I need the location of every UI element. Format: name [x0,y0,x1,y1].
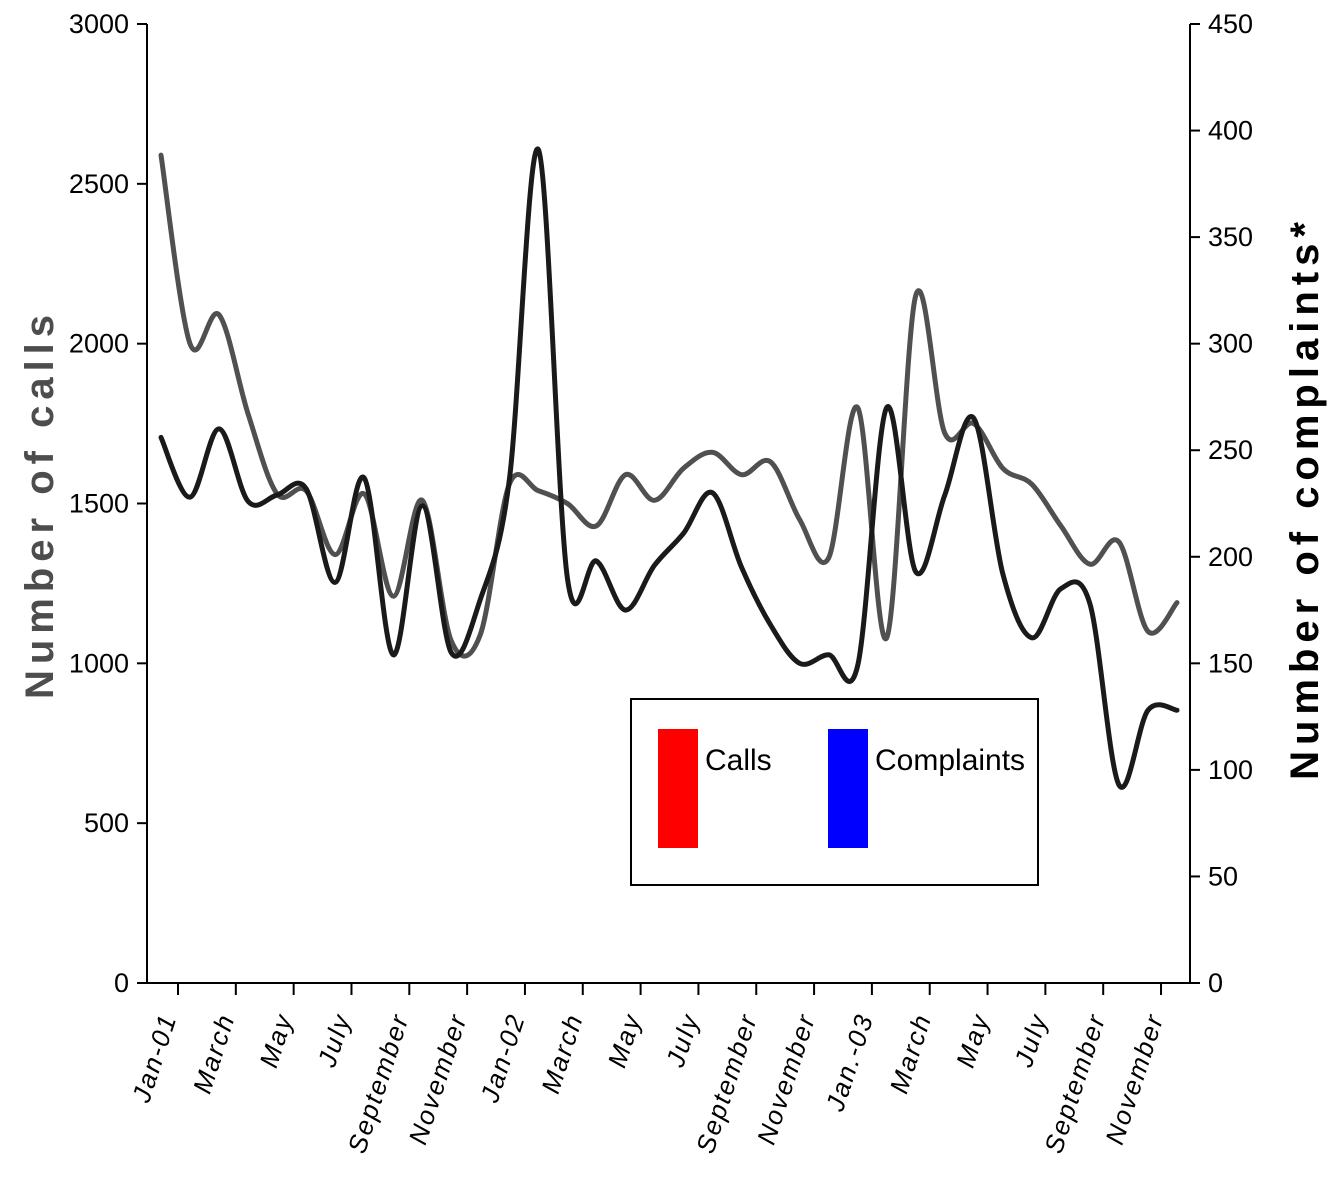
x-tick-label: March [187,1010,241,1097]
right-tick-label: 450 [1208,9,1253,39]
x-tick-label: Jan-01 [126,1010,183,1107]
left-tick-label: 0 [114,968,129,998]
x-tick-label: July [311,1010,357,1072]
right-axis-title: Number of complaints* [1283,216,1327,780]
legend-swatch-complaints [828,729,868,848]
left-tick-label: 3000 [69,9,129,39]
x-tick-label: November [1099,1010,1170,1149]
axes [137,23,1200,995]
x-tick-label: November [402,1010,473,1149]
x-tick-label: Jan-02 [474,1010,531,1107]
left-tick-label: 500 [84,808,129,838]
x-tick-label: May [253,1010,299,1072]
left-tick-label: 1000 [69,648,129,678]
left-tick-label: 2000 [69,329,129,359]
x-tick-label: March [535,1010,589,1097]
right-tick-label: 250 [1208,435,1253,465]
legend-label-complaints: Complaints [875,744,1025,777]
x-tick-label: Jan.-03 [819,1010,879,1116]
right-tick-label: 100 [1208,755,1253,785]
left-tick-label: 2500 [69,169,129,199]
legend: Calls Complaints [630,698,1039,886]
right-tick-label: 150 [1208,648,1253,678]
series-line-calls [158,152,1180,659]
x-tick-label: July [1008,1010,1054,1072]
x-tick-label: November [751,1010,822,1149]
legend-label-calls: Calls [705,744,772,777]
right-tick-label: 400 [1208,116,1253,146]
right-tick-label: 200 [1208,542,1253,572]
left-tick-label: 1500 [69,489,129,519]
left-axis-title: Number of calls [18,309,62,699]
right-tick-label: 300 [1208,329,1253,359]
x-tick-label: March [884,1010,938,1097]
right-tick-label: 350 [1208,222,1253,252]
series-line-complaints [158,146,1180,790]
x-tick-label: July [660,1010,706,1072]
x-tick-label: May [602,1010,648,1072]
right-tick-label: 0 [1208,968,1223,998]
legend-swatch-calls [658,729,698,848]
right-tick-label: 50 [1208,861,1238,891]
series-layer [158,146,1180,790]
x-tick-label: May [950,1010,996,1072]
